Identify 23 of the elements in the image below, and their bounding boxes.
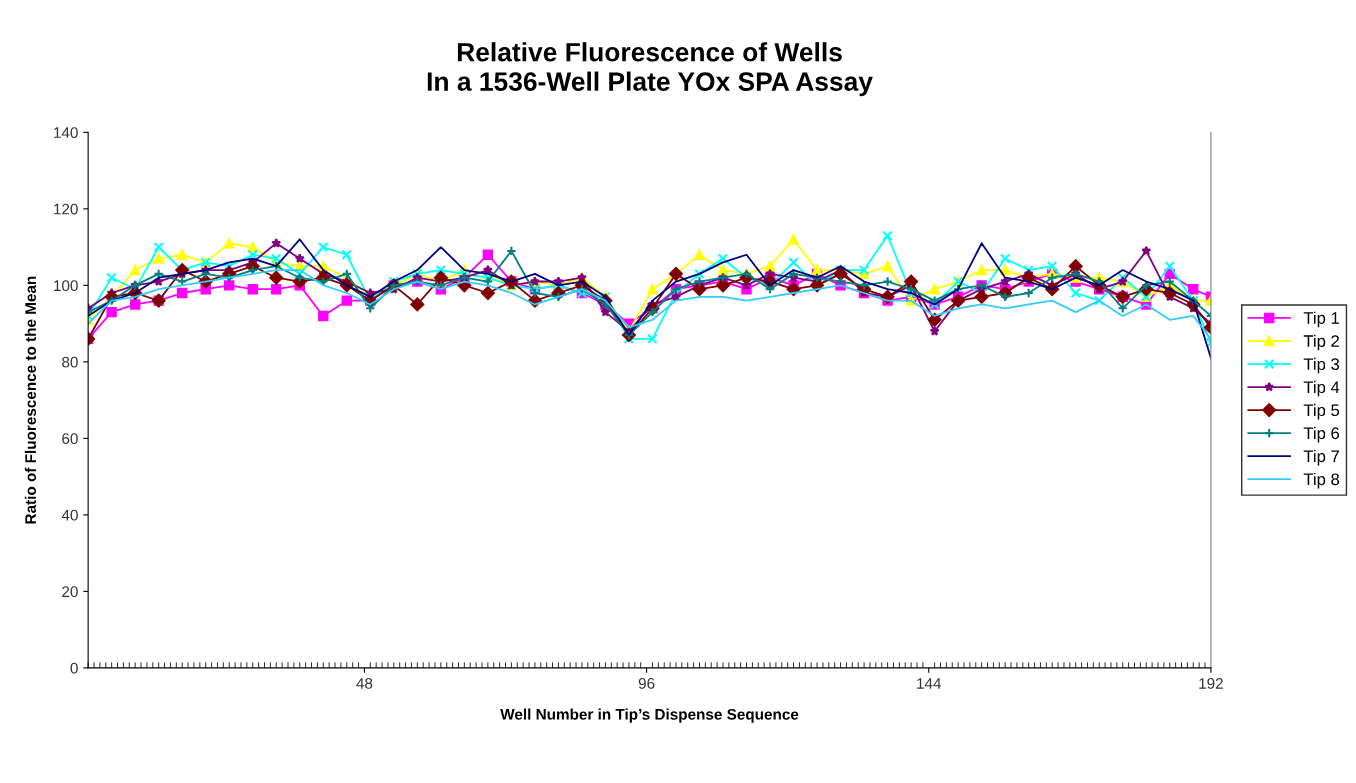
legend-label: Tip 6 <box>1303 426 1340 443</box>
legend-label: Tip 1 <box>1303 311 1339 328</box>
legend-label: Tip 2 <box>1303 334 1339 351</box>
x-axis-title: Well Number in Tip’s Dispense Sequence <box>500 708 799 723</box>
y-tick-label: 40 <box>61 509 78 521</box>
y-tick-label: 20 <box>62 586 78 598</box>
y-tick-label: 120 <box>54 203 78 215</box>
y-tick-label: 0 <box>70 662 78 674</box>
legend-label: Tip 5 <box>1303 403 1340 420</box>
y-tick-label: 100 <box>54 280 78 292</box>
y-axis-title: Ratio of Fluorescence to the Mean <box>24 276 37 524</box>
legend-label: Tip 3 <box>1303 357 1340 374</box>
legend-label: Tip 4 <box>1303 380 1340 397</box>
x-tick-label: 96 <box>638 678 655 689</box>
y-tick-label: 140 <box>54 127 78 139</box>
legend-label: Tip 7 <box>1303 449 1339 466</box>
chart-title: Relative Fluorescence of Wells In a 1536-Well Plate YOx SPA Assay <box>427 42 873 97</box>
x-tick-label: 144 <box>917 678 942 689</box>
legend-label: Tip 8 <box>1303 472 1340 489</box>
y-tick-label: 60 <box>62 433 78 445</box>
x-tick-label: 192 <box>1199 678 1223 689</box>
y-tick-label: 80 <box>62 356 78 368</box>
x-tick-label: 48 <box>356 678 373 689</box>
